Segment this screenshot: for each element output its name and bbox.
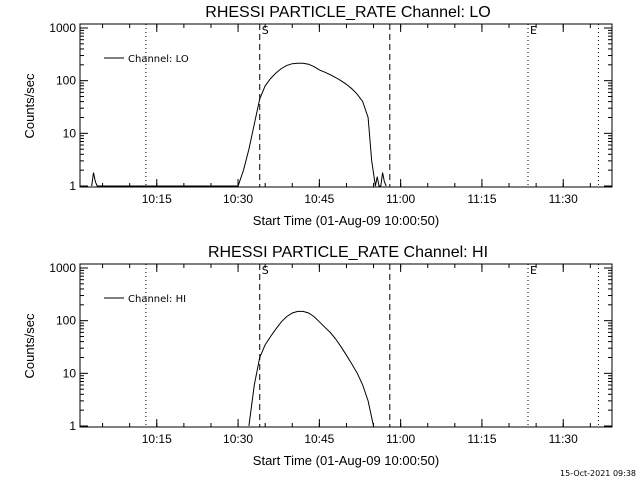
y-axis-label: Counts/sec xyxy=(22,73,37,139)
legend-entry: Channel: HI xyxy=(128,294,186,305)
marker-label: S xyxy=(262,264,269,277)
panel-hi: RHESSI PARTICLE_RATE Channel: HI Counts/… xyxy=(22,244,613,468)
chart-title: RHESSI PARTICLE_RATE Channel: LO xyxy=(205,4,490,21)
x-tick-label: 11:30 xyxy=(549,192,578,206)
y-tick-label: 100 xyxy=(56,74,76,88)
legend-entry: Channel: LO xyxy=(128,54,189,65)
axis-ticks: 10:15 10:30 10:45 11:00 11:15 11:30 1 10 100 1000 xyxy=(49,261,612,446)
x-tick-label: 10:15 xyxy=(142,432,172,446)
y-tick-label: 1 xyxy=(69,179,76,193)
y-tick-label: 10 xyxy=(63,126,77,140)
y-tick-label: 1000 xyxy=(49,21,76,35)
x-tick-label: 11:15 xyxy=(467,192,496,206)
marker-label: E xyxy=(530,264,537,277)
x-axis-label: Start Time (01-Aug-09 10:00:50) xyxy=(253,213,439,228)
legend: Channel: LO xyxy=(104,54,189,65)
x-tick-label: 11:00 xyxy=(386,432,415,446)
marker-label: S xyxy=(262,24,269,37)
y-tick-label: 10 xyxy=(63,366,77,380)
series-line-lo xyxy=(91,62,387,187)
x-tick-label: 10:30 xyxy=(223,192,253,206)
axis-ticks: 10:15 10:30 10:45 11:00 11:15 11:30 1 10 100 1000 xyxy=(49,21,612,206)
x-tick-label: 10:15 xyxy=(142,192,172,206)
marker-label: E xyxy=(530,24,537,37)
series-line-hi xyxy=(248,310,374,427)
x-tick-label: 11:15 xyxy=(467,432,496,446)
y-tick-label: 1 xyxy=(69,419,76,433)
x-tick-label: 10:45 xyxy=(304,192,334,206)
x-axis-label: Start Time (01-Aug-09 10:00:50) xyxy=(253,453,439,468)
plot-frame xyxy=(79,23,613,188)
legend: Channel: HI xyxy=(104,294,186,305)
y-axis-label: Counts/sec xyxy=(22,313,37,379)
chart-title: RHESSI PARTICLE_RATE Channel: HI xyxy=(208,244,488,261)
x-tick-label: 11:00 xyxy=(386,192,415,206)
y-tick-label: 1000 xyxy=(49,261,76,275)
panel-lo: RHESSI PARTICLE_RATE Channel: LO Counts/… xyxy=(22,4,613,228)
plot-frame xyxy=(79,263,613,428)
x-tick-label: 10:30 xyxy=(223,432,253,446)
timestamp: 15-Oct-2021 09:38 xyxy=(560,469,636,478)
x-tick-label: 10:45 xyxy=(304,432,334,446)
x-tick-label: 11:30 xyxy=(549,432,578,446)
y-tick-label: 100 xyxy=(56,314,76,328)
